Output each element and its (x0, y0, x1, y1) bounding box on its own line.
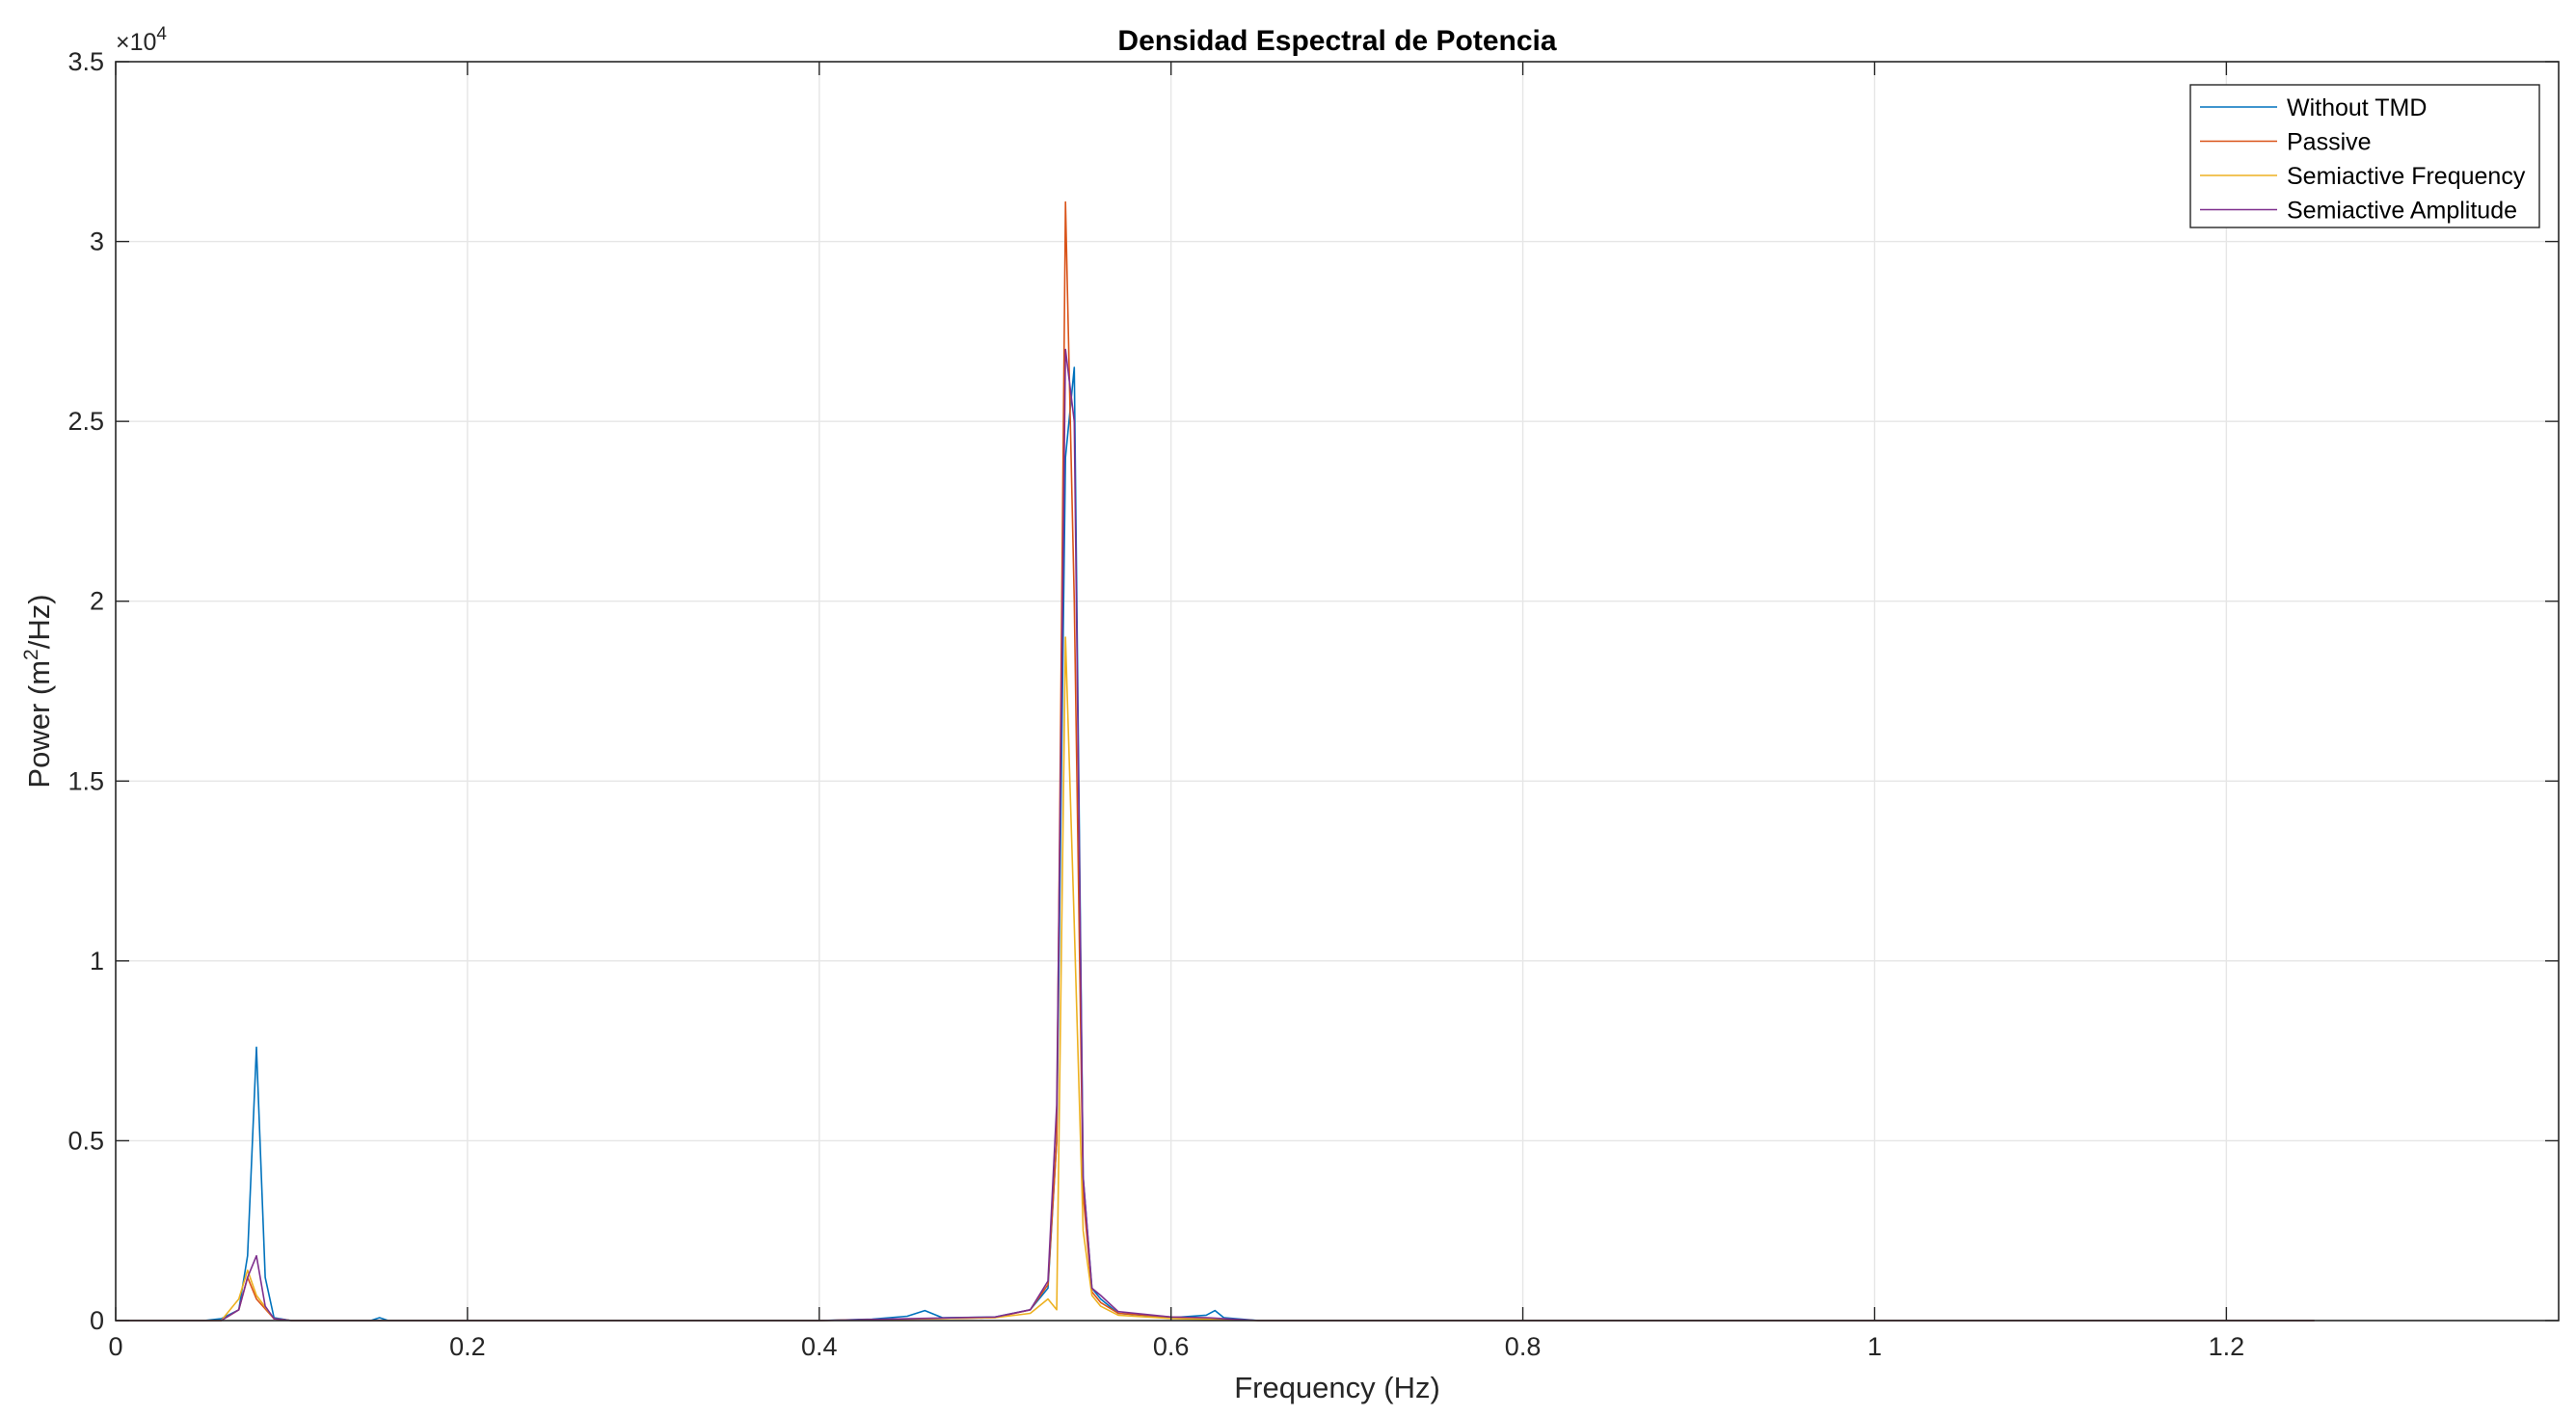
y-tick-label: 3.5 (67, 47, 104, 76)
y-tick-label: 2 (90, 587, 104, 616)
x-tick-label: 0.4 (801, 1332, 838, 1361)
legend-label: Semiactive Amplitude (2287, 198, 2517, 225)
y-axis-label-superscript: 2 (20, 649, 42, 660)
legend-box (2189, 84, 2540, 228)
y-exponent-power: 4 (156, 24, 167, 44)
y-tick-label: 1 (90, 947, 104, 975)
series-line-passive (116, 200, 2315, 1322)
y-tick-label: 0.5 (67, 1126, 104, 1155)
x-tick-label: 0 (108, 1332, 122, 1361)
legend: Without TMD Passive Semiactive Frequency Se… (2189, 84, 2540, 228)
plot-area (116, 62, 2559, 1321)
chart-title: Densidad Espectral de Potencia (1117, 25, 1556, 57)
y-tick-label: 0 (90, 1306, 104, 1335)
grid-lines (116, 62, 2559, 1321)
tick-labels: 0 0.2 0.4 0.6 0.8 1 1.2 0 0.5 1 1.5 2 2.5 3 3.5 (67, 47, 2244, 1361)
y-axis-label-main: Power (m (22, 660, 56, 788)
series-line-semiactive-frequency (116, 636, 2315, 1322)
tick-marks (115, 61, 2559, 1322)
y-tick-label: 3 (90, 227, 104, 256)
x-tick-label: 0.8 (1505, 1332, 1542, 1361)
y-exponent-base: ×10 (116, 29, 156, 56)
y-axis-label: Power (m2/Hz) (20, 594, 56, 788)
x-tick-label: 0.2 (449, 1332, 486, 1361)
legend-label: Semiactive Frequency (2287, 163, 2526, 190)
x-tick-label: 1 (1867, 1332, 1882, 1361)
x-axis-label: Frequency (Hz) (1234, 1371, 1440, 1404)
y-tick-label: 1.5 (67, 766, 104, 795)
y-axis-label-tail: /Hz) (22, 594, 56, 649)
series-line-semiactive-amplitude (116, 348, 2315, 1322)
x-tick-label: 0.6 (1153, 1332, 1190, 1361)
legend-label: Without TMD (2287, 94, 2427, 121)
legend-label: Passive (2287, 129, 2372, 156)
legend-entries: Without TMD Passive Semiactive Frequency Se… (2200, 94, 2526, 225)
y-exponent-label: ×104 (116, 24, 167, 56)
axes-box (115, 61, 2560, 1322)
series-lines (116, 200, 2315, 1322)
y-tick-label: 2.5 (67, 407, 104, 436)
x-tick-label: 1.2 (2209, 1332, 2245, 1361)
